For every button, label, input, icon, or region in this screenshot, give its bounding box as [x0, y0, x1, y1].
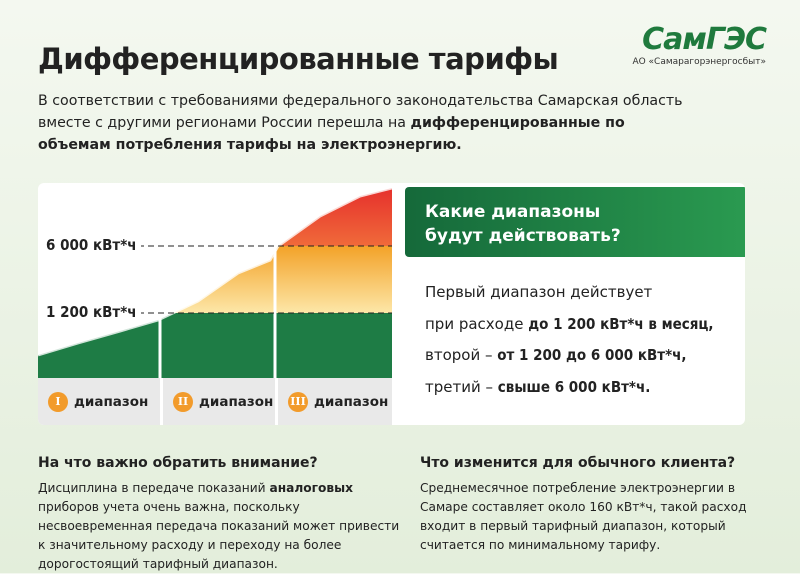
ranges-line-text: при расходе: [425, 314, 524, 333]
range-band: III диапазон: [275, 378, 392, 425]
note-text-part: Дисциплина в передаче показаний: [38, 481, 266, 495]
note-text: Среднемесячное потребление электроэнерги…: [420, 481, 747, 552]
ranges-line: второй – от 1 200 до 6 000 кВт*ч,: [425, 340, 714, 372]
logo-name: СамГЭС: [642, 22, 767, 57]
intro: В соответствии с требованиями федерально…: [38, 90, 698, 156]
note-heading: На что важно обратить внимание?: [38, 455, 318, 471]
note-bold: аналоговых: [269, 481, 353, 495]
ranges-line-text: Первый диапазон действует: [425, 283, 653, 301]
range-band: II диапазон: [160, 378, 275, 425]
range-number: II: [173, 391, 193, 412]
note: Что изменится для обычного клиента? Сред…: [420, 455, 760, 555]
note-text: Дисциплина в передаче показаний аналогов…: [38, 479, 403, 574]
range-1-area: [38, 313, 392, 378]
threshold-label: 1 200 кВт*ч: [46, 303, 141, 321]
panel-heading-text: Какие диапазоны будут действовать?: [425, 202, 621, 246]
range-label: диапазон: [314, 393, 389, 410]
tariff-areas: [38, 188, 392, 378]
ranges-line-bold: от 1 200 до 6 000 кВт*ч,: [497, 346, 687, 364]
ranges-line: третий – свыше 6 000 кВт*ч.: [425, 372, 714, 404]
title: Дифференцированные тарифы: [38, 42, 559, 76]
note: На что важно обратить внимание? Дисципли…: [38, 455, 403, 574]
note-text-part: приборов учета очень важна, поскольку не…: [38, 500, 400, 571]
range-number: I: [48, 391, 68, 412]
ranges-line: при расходе до 1 200 кВт*ч в месяц,: [425, 309, 714, 341]
threshold-label: 6 000 кВт*ч: [46, 236, 141, 254]
range-label: диапазон: [199, 393, 274, 410]
intro-text: В соответствии с требованиями федерально…: [38, 93, 683, 131]
ranges-line-bold: до 1 200 кВт*ч в месяц,: [528, 314, 714, 333]
logo-company: АО «Самарагорэнергосбыт»: [632, 57, 766, 67]
panel-heading: Какие диапазоны будут действовать?: [405, 187, 745, 257]
note-heading: Что изменится для обычного клиента?: [420, 455, 736, 471]
ranges-line: Первый диапазон действует: [425, 277, 714, 309]
logo: СамГЭС АО «Самарагорэнергосбыт»: [632, 22, 767, 67]
range-number: III: [288, 391, 308, 412]
ranges-line-bold: свыше 6 000 кВт*ч.: [497, 377, 651, 396]
diagram: [38, 186, 392, 378]
intro-bold: дифференцированные по объемам потреблени…: [38, 115, 625, 153]
ranges-text: Первый диапазон действует при расходе до …: [425, 277, 714, 403]
ranges-line-text: третий –: [425, 377, 493, 396]
range-label: диапазон: [74, 393, 149, 410]
ranges-line-text: второй –: [425, 346, 493, 364]
consumption-curve: [38, 186, 392, 357]
